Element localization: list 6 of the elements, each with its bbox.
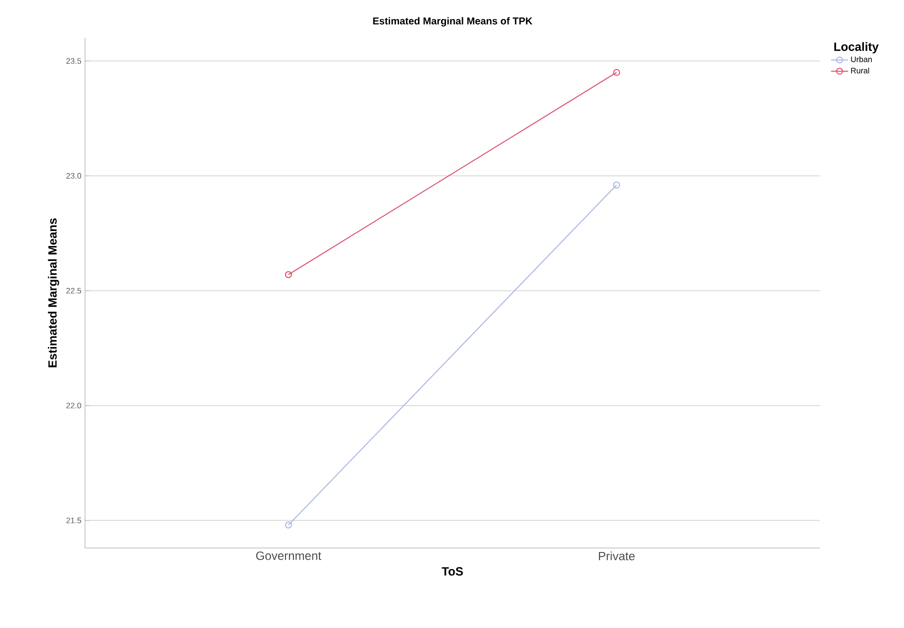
x-axis-title: ToS	[442, 567, 463, 576]
y-axis-title: Estimated Marginal Means	[48, 218, 60, 368]
x-tick-label: Private	[598, 552, 635, 560]
x-tick-label: Government	[256, 552, 322, 560]
legend-title: Locality	[834, 42, 879, 54]
chart-title: Estimated Marginal Means of TPK	[373, 17, 532, 26]
